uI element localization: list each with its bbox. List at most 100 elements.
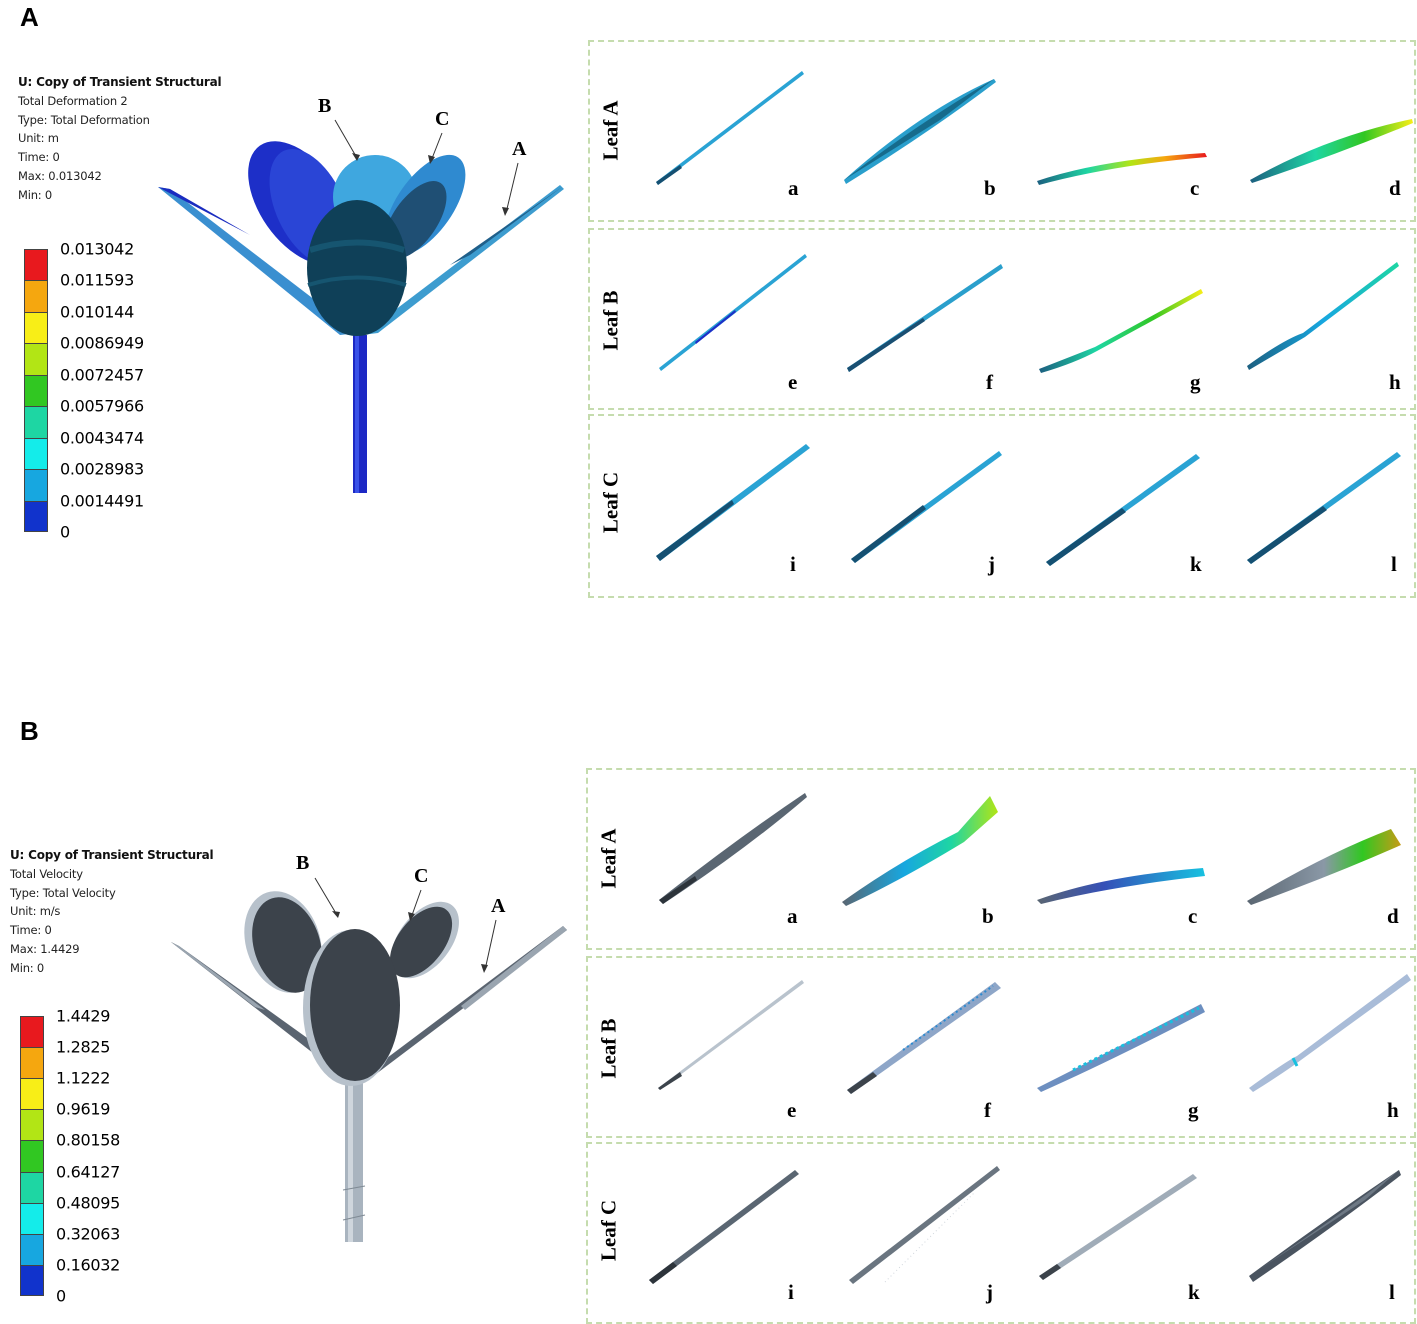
info-unit: Unit: m: [18, 131, 59, 146]
cell-label-a: a: [787, 904, 798, 928]
cell-label-j: j: [986, 1280, 993, 1304]
cell-label-d: d: [1389, 176, 1401, 200]
legend-a-swatch-7: [24, 469, 48, 501]
leaf-plot-h: [1249, 974, 1411, 1092]
cell-label-c: c: [1188, 904, 1198, 928]
cell-label-f: f: [984, 1098, 991, 1122]
cell-label-k: k: [1188, 1280, 1200, 1304]
flower-model-a: B C A: [158, 95, 564, 493]
legend-a-swatch-2: [24, 311, 48, 344]
cell-label-f: f: [986, 370, 993, 394]
legend-a-value-3: 0.0086949: [60, 333, 144, 353]
leaf-plot-c: [1037, 153, 1207, 185]
legend-a-value-2: 0.010144: [60, 302, 134, 322]
legend-a-value-7: 0.0028983: [60, 459, 144, 479]
row-label-leaf-a: Leaf A: [598, 100, 623, 161]
cell-label-h: h: [1387, 1098, 1399, 1122]
legend-a-swatch-1: [24, 280, 48, 312]
info-min: Min: 0: [10, 960, 45, 975]
cell-label-b: b: [982, 904, 994, 928]
label-c: C: [435, 108, 449, 130]
leaf-plot-g: [1039, 289, 1203, 373]
leaf-plot-b: [844, 79, 996, 184]
cell-label-e: e: [787, 1098, 797, 1122]
legend-a-swatch-4: [24, 374, 48, 407]
label-b: B: [318, 95, 331, 117]
legend-b-swatch-2: [20, 1078, 44, 1110]
cell-label-h: h: [1389, 370, 1401, 394]
legend-b-value-6: 0.48095: [56, 1193, 121, 1213]
label-b: B: [296, 852, 309, 874]
row-label-leaf-a: Leaf A: [596, 828, 621, 889]
legend-b-swatch-3: [20, 1109, 44, 1141]
legend-b-value-2: 1.1222: [56, 1068, 111, 1088]
leaf-plot-j: [851, 451, 1002, 563]
cell-label-i: i: [790, 552, 796, 576]
legend-b-swatch-5: [20, 1171, 44, 1203]
legend-b-value-5: 0.64127: [56, 1162, 121, 1182]
leaf-plot-k: [1039, 1174, 1197, 1280]
legend-b-swatch-0: [20, 1016, 44, 1048]
panel-a-letter: A: [20, 2, 39, 32]
leaf-plot-e: [658, 980, 804, 1090]
flower-model-b: B C A: [171, 852, 567, 1242]
leaf-a-row-box: [588, 40, 1416, 222]
info-time: Time: 0: [10, 923, 52, 938]
color-legend-a: 0.013042 0.011593 0.010144 0.0086949 0.00724…: [24, 240, 164, 542]
info-title: U: Copy of Transient Structural: [18, 75, 222, 89]
legend-b-swatch-4: [20, 1140, 44, 1172]
leaf-left: [158, 187, 358, 335]
cell-label-k: k: [1190, 552, 1202, 576]
legend-b-value-4: 0.80158: [56, 1130, 121, 1150]
legend-a-swatch-3: [24, 343, 48, 375]
legend-a-value-8: 0.0014491: [60, 491, 144, 511]
info-max: Max: 1.4429: [10, 941, 80, 956]
legend-a-swatch-5: [24, 406, 48, 438]
leaf-a-row-box: [586, 768, 1416, 950]
leaf-plot-b: [842, 796, 998, 906]
leaf-plot-g: [1037, 1004, 1205, 1092]
panel-b-info: U: Copy of Transient Structural Total Ve…: [10, 846, 214, 978]
leaf-plot-d: [1247, 829, 1401, 905]
legend-b-value-1: 1.2825: [56, 1037, 111, 1057]
leaf-b-row-box: [586, 956, 1416, 1138]
legend-a-swatch-8: [24, 500, 48, 532]
cell-label-g: g: [1188, 1098, 1199, 1122]
info-type: Type: Total Deformation: [18, 112, 150, 127]
cell-label-d: d: [1387, 904, 1399, 928]
legend-a-value-6: 0.0043474: [60, 428, 144, 448]
legend-a-value-4: 0.0072457: [60, 365, 144, 385]
legend-b-value-7: 0.32063: [56, 1224, 121, 1244]
leaf-plot-a: [656, 71, 804, 185]
cell-label-i: i: [788, 1280, 794, 1304]
cell-label-l: l: [1391, 552, 1397, 576]
info-title: U: Copy of Transient Structural: [10, 848, 214, 862]
leaf-plot-f: [847, 982, 1001, 1094]
info-type: Type: Total Velocity: [10, 885, 116, 900]
row-label-leaf-c: Leaf C: [596, 1199, 621, 1262]
label-a: A: [491, 895, 506, 917]
leaf-plot-h: [1247, 262, 1399, 370]
info-time: Time: 0: [18, 150, 60, 165]
info-unit: Unit: m/s: [10, 904, 61, 919]
legend-b-value-3: 0.9619: [56, 1099, 111, 1119]
leaf-plot-i: [656, 444, 810, 561]
petal-front: [307, 200, 407, 336]
legend-a-value-5: 0.0057966: [60, 396, 144, 416]
label-c: C: [414, 865, 428, 887]
leaf-plot-f: [847, 264, 1003, 372]
leaf-plot-l: [1247, 452, 1401, 564]
info-max: Max: 0.013042: [18, 168, 102, 183]
row-label-leaf-b: Leaf B: [596, 1018, 621, 1079]
leaf-plot-d: [1250, 119, 1413, 183]
info-result: Total Deformation 2: [18, 93, 128, 108]
cell-label-l: l: [1389, 1280, 1395, 1304]
cell-label-c: c: [1190, 176, 1200, 200]
cell-label-e: e: [788, 370, 798, 394]
leaf-plot-c: [1037, 868, 1205, 904]
legend-b-value-9: 0: [56, 1286, 66, 1306]
leaf-c-row-box: [586, 1142, 1416, 1324]
cell-label-b: b: [984, 176, 996, 200]
row-label-leaf-c: Leaf C: [598, 471, 623, 534]
panel-b-letter: B: [20, 716, 39, 746]
